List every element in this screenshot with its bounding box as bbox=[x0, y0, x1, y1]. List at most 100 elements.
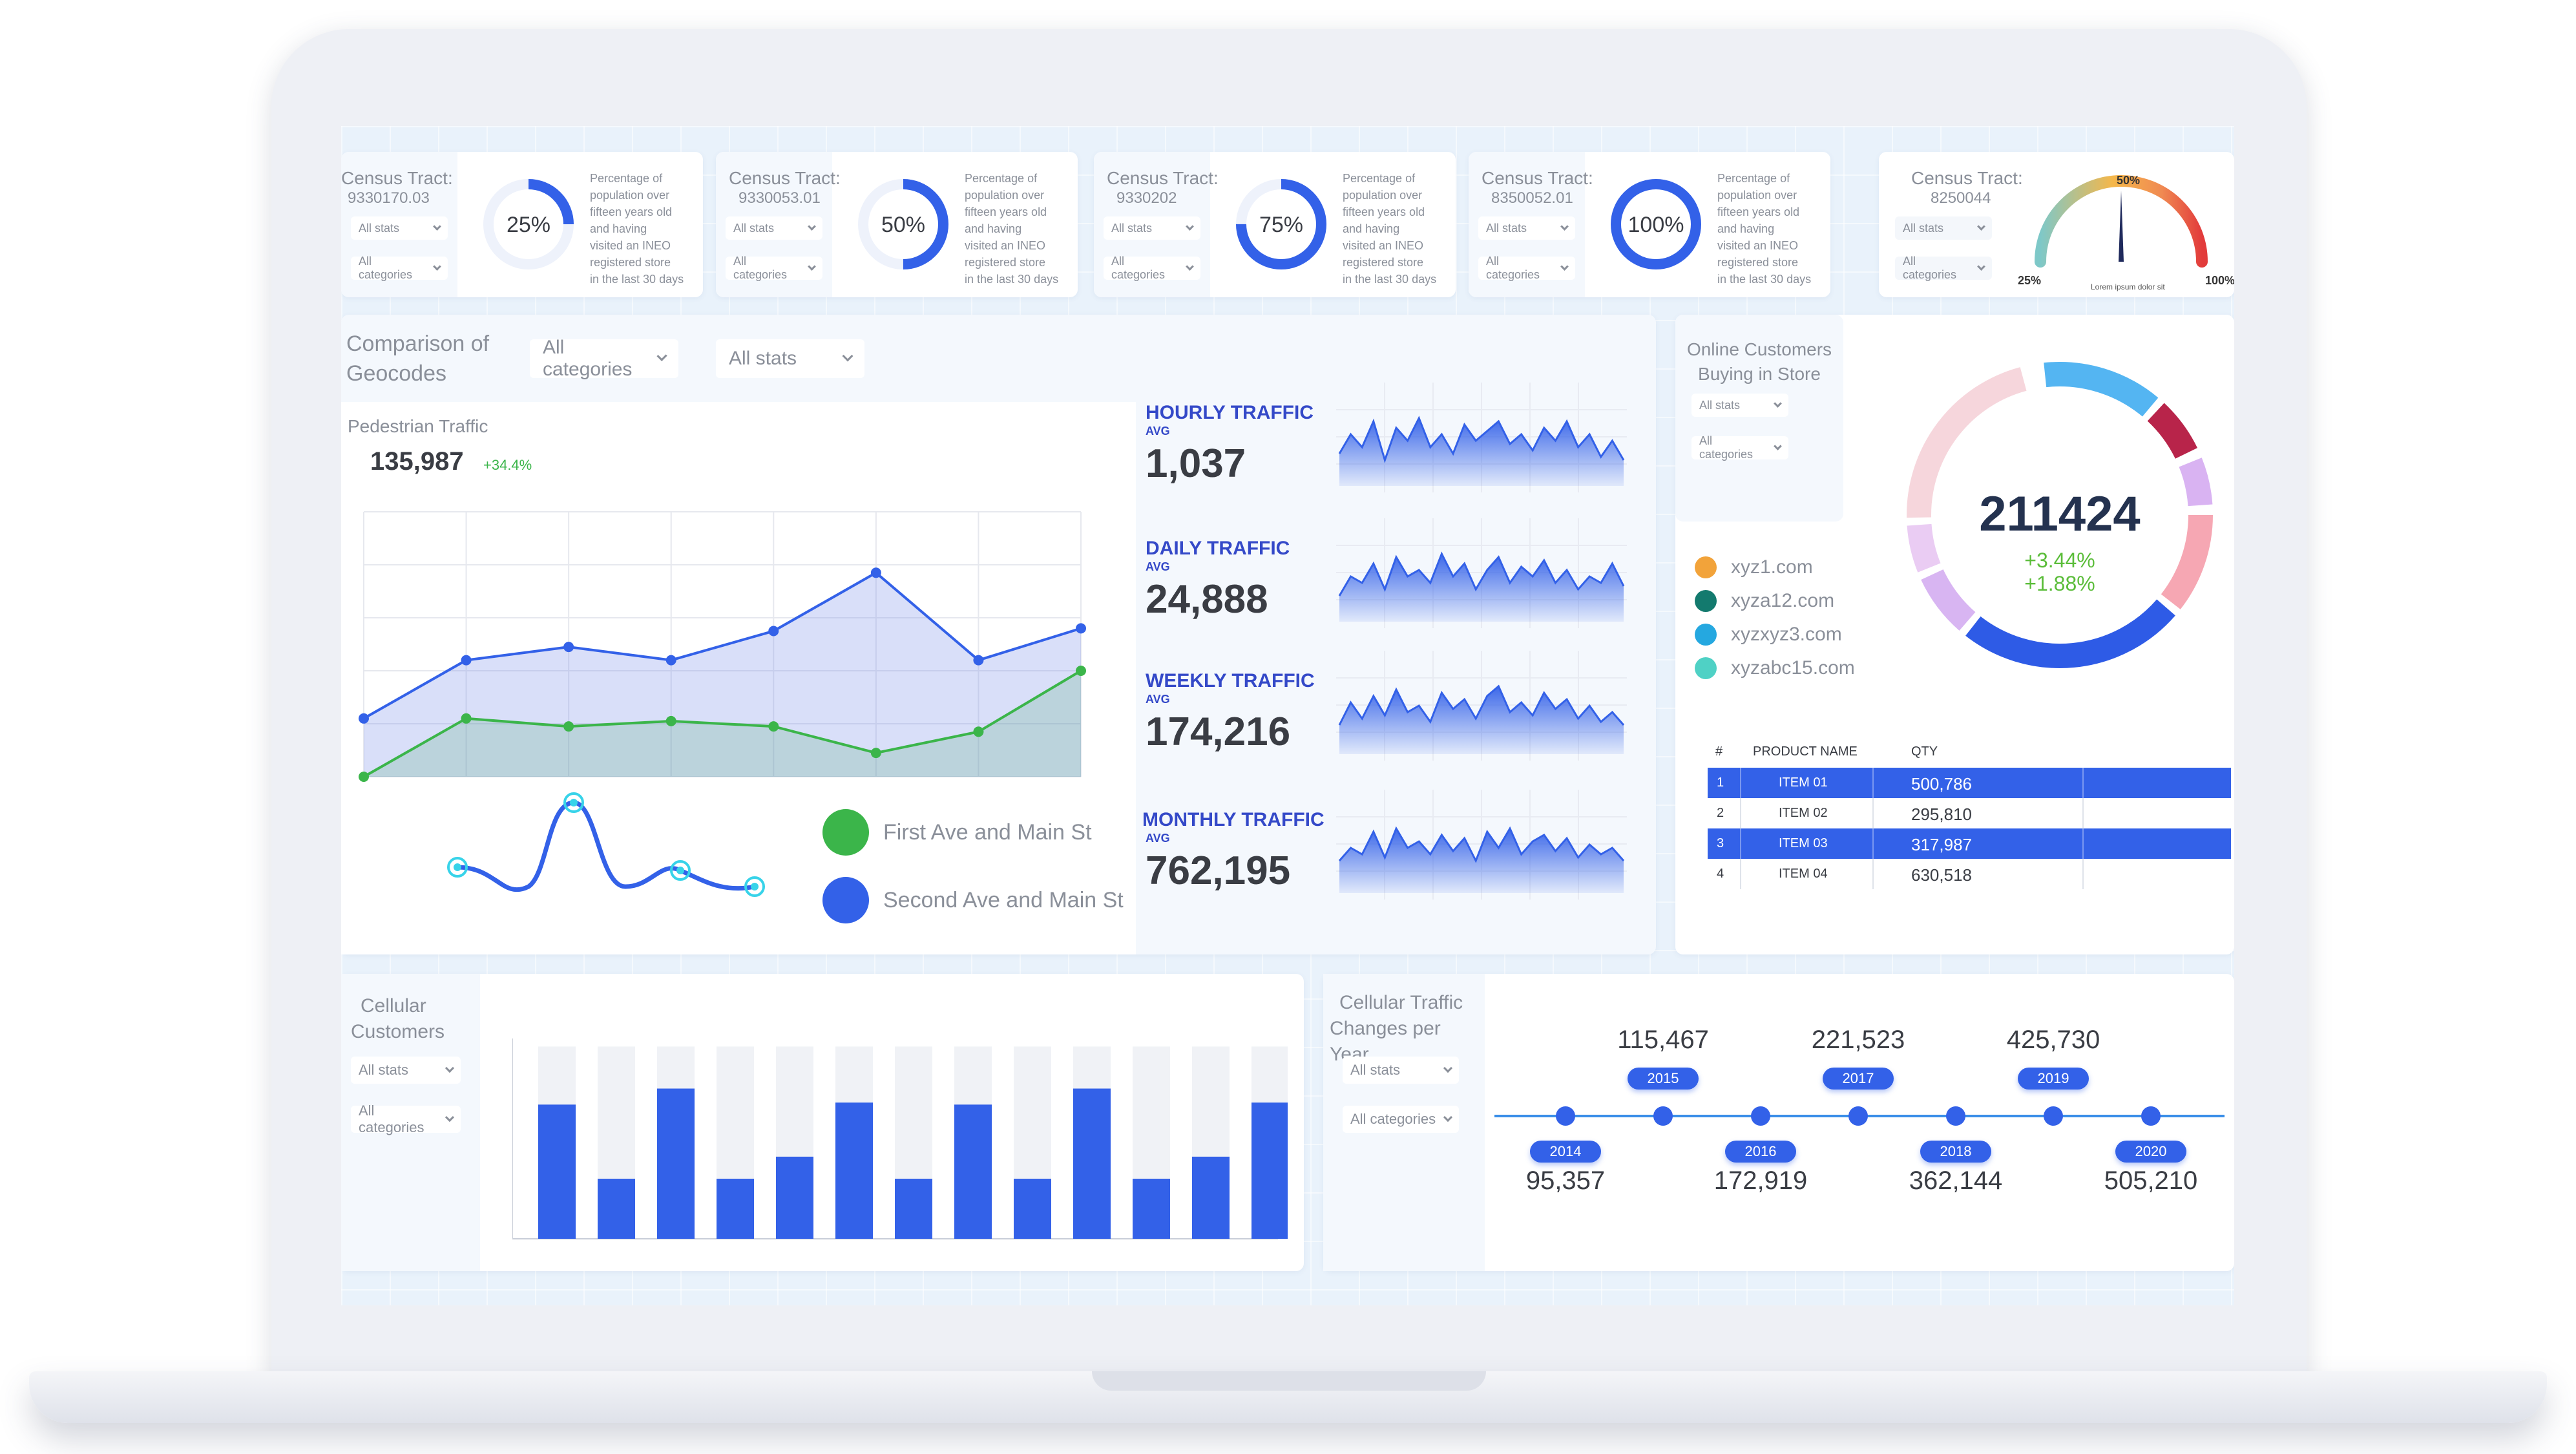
census-description-line: fifteen years old bbox=[590, 205, 673, 218]
census-tract-number: 8350052.01 bbox=[1491, 189, 1573, 207]
legend-swatch-green bbox=[822, 809, 869, 856]
geocodes-title-line2: Geocodes bbox=[346, 361, 446, 386]
categories-dropdown[interactable]: All categories bbox=[726, 255, 822, 281]
online-delta-1: +3.44% bbox=[2024, 549, 2095, 572]
row-product-name: ITEM 04 bbox=[1779, 867, 1828, 881]
categories-dropdown[interactable]: All categories bbox=[1104, 255, 1200, 281]
pedestrian-subtitle: Pedestrian Traffic bbox=[348, 416, 488, 436]
census-description-line: and having bbox=[590, 222, 647, 235]
census-tract-number: 9330202 bbox=[1116, 189, 1177, 207]
bar bbox=[954, 1104, 992, 1239]
row-divider bbox=[2082, 828, 2084, 859]
row-divider bbox=[1740, 798, 1741, 828]
gauge-needle bbox=[2119, 191, 2124, 262]
census-description-line: in the last 30 days bbox=[965, 273, 1059, 286]
stats-dropdown-label: All stats bbox=[1111, 221, 1153, 235]
bar bbox=[776, 1156, 813, 1239]
stats-dropdown[interactable]: All stats bbox=[1691, 394, 1788, 417]
stats-dropdown[interactable]: All stats bbox=[1895, 216, 1992, 240]
categories-dropdown[interactable]: All categories bbox=[1691, 434, 1788, 461]
site-swatch bbox=[1695, 590, 1717, 612]
timeline-dot[interactable] bbox=[1946, 1106, 1965, 1126]
gauge-caption: Lorem ipsum dolor sit bbox=[2091, 282, 2165, 291]
gauge-chart: 50% 25% 100% Lorem ipsum dolor sit bbox=[2018, 174, 2234, 291]
timeline-dot[interactable] bbox=[2044, 1106, 2063, 1126]
categories-dropdown[interactable]: All categories bbox=[1343, 1106, 1459, 1133]
row-product-name: ITEM 03 bbox=[1779, 836, 1828, 850]
table-row[interactable]: 4 ITEM 04 630,518 bbox=[1708, 859, 2231, 889]
online-title: Online Customers Buying in Store bbox=[1682, 337, 1837, 386]
census-card: Census Tract: 9330170.03 All stats All cate… bbox=[341, 152, 703, 297]
cellular-traffic-panel: Cellular Traffic Changes per Year All st… bbox=[1323, 974, 2234, 1271]
wave-marker-dot bbox=[454, 863, 461, 871]
traffic-value: 24,888 bbox=[1146, 577, 1268, 622]
wave-marker bbox=[670, 860, 691, 881]
table-row[interactable]: 1 ITEM 01 500,786 bbox=[1708, 768, 2231, 798]
table-row[interactable]: 2 ITEM 02 295,810 bbox=[1708, 798, 2231, 828]
row-divider bbox=[1740, 768, 1741, 798]
traffic-avg-label: AVG bbox=[1146, 832, 1170, 845]
row-divider bbox=[1872, 859, 1874, 889]
census-card: Census Tract: 8350052.01 All stats All cate… bbox=[1469, 152, 1830, 297]
timeline-dot[interactable] bbox=[2141, 1106, 2161, 1126]
traffic-title: DAILY TRAFFIC bbox=[1146, 538, 1290, 559]
row-number: 1 bbox=[1717, 775, 1724, 790]
traffic-avg-label: AVG bbox=[1146, 693, 1170, 706]
timeline-dot[interactable] bbox=[1848, 1106, 1868, 1126]
stats-dropdown[interactable]: All stats bbox=[726, 216, 822, 240]
wave-marker bbox=[563, 792, 584, 813]
stats-dropdown[interactable]: All stats bbox=[716, 339, 864, 378]
traffic-sparkline bbox=[1336, 383, 1627, 492]
categories-dropdown[interactable]: All categories bbox=[1895, 255, 1992, 281]
timeline-dot[interactable] bbox=[1751, 1106, 1770, 1126]
chevron-down-icon bbox=[1186, 222, 1194, 231]
categories-dropdown-label: All categories bbox=[543, 337, 633, 380]
timeline-value: 95,357 bbox=[1525, 1166, 1606, 1195]
traffic-avg-label: AVG bbox=[1146, 425, 1170, 437]
area-point bbox=[1076, 623, 1086, 634]
spark-fill bbox=[1339, 686, 1624, 754]
categories-dropdown[interactable]: All categories bbox=[351, 255, 448, 281]
timeline-dot[interactable] bbox=[1653, 1106, 1673, 1126]
census-description-line: registered store bbox=[1343, 256, 1424, 269]
stats-dropdown[interactable]: All stats bbox=[351, 216, 448, 240]
categories-dropdown-label: All categories bbox=[359, 1102, 424, 1135]
site-swatch bbox=[1695, 657, 1717, 679]
area-point bbox=[359, 772, 369, 782]
census-description-line: Percentage of bbox=[1343, 172, 1416, 185]
stats-dropdown[interactable]: All stats bbox=[1104, 216, 1200, 240]
bar bbox=[598, 1179, 635, 1239]
legend-label: Second Ave and Main St bbox=[883, 887, 1124, 912]
spark-fill bbox=[1339, 828, 1624, 893]
census-tract-number: 9330170.03 bbox=[348, 189, 430, 207]
bar bbox=[1133, 1179, 1170, 1239]
sparkline-wave bbox=[447, 792, 765, 897]
categories-dropdown[interactable]: All categories bbox=[530, 337, 678, 380]
row-qty: 500,786 bbox=[1911, 774, 1972, 794]
chevron-down-icon bbox=[433, 262, 441, 271]
legend-second-ave: Second Ave and Main St bbox=[822, 877, 1124, 923]
categories-dropdown[interactable]: All categories bbox=[1478, 255, 1575, 281]
chevron-down-icon bbox=[1977, 262, 1985, 271]
census-label: Census Tract: bbox=[1107, 168, 1219, 188]
census-description-line: in the last 30 days bbox=[1343, 273, 1437, 286]
spark-line bbox=[1338, 551, 1625, 596]
stats-dropdown[interactable]: All stats bbox=[1478, 216, 1575, 240]
census-label: Census Tract: bbox=[1482, 168, 1593, 188]
timeline-dot[interactable] bbox=[1556, 1106, 1575, 1126]
cellular-title-line2: Customers bbox=[351, 1021, 445, 1042]
bar bbox=[1073, 1088, 1111, 1239]
categories-dropdown-label: All categories bbox=[1486, 255, 1540, 281]
categories-dropdown[interactable]: All categories bbox=[351, 1102, 461, 1135]
legend-swatch-blue bbox=[822, 877, 869, 923]
stats-dropdown[interactable]: All stats bbox=[1343, 1057, 1459, 1084]
table-header-cell: PRODUCT NAME bbox=[1753, 744, 1858, 759]
pedestrian-card: Pedestrian Traffic 135,987 +34.4% First … bbox=[341, 402, 1136, 954]
table-row[interactable]: 3 ITEM 03 317,987 bbox=[1708, 828, 2231, 859]
table-header: # PRODUCT NAME QTY bbox=[1708, 738, 2231, 768]
legend-label: First Ave and Main St bbox=[883, 819, 1092, 845]
ring-percent-label: 100% bbox=[1628, 213, 1684, 237]
row-product-name: ITEM 01 bbox=[1779, 775, 1828, 790]
cellular-filter-box: Cellular Customers All stats All categor… bbox=[341, 974, 480, 1271]
stats-dropdown[interactable]: All stats bbox=[351, 1057, 461, 1084]
